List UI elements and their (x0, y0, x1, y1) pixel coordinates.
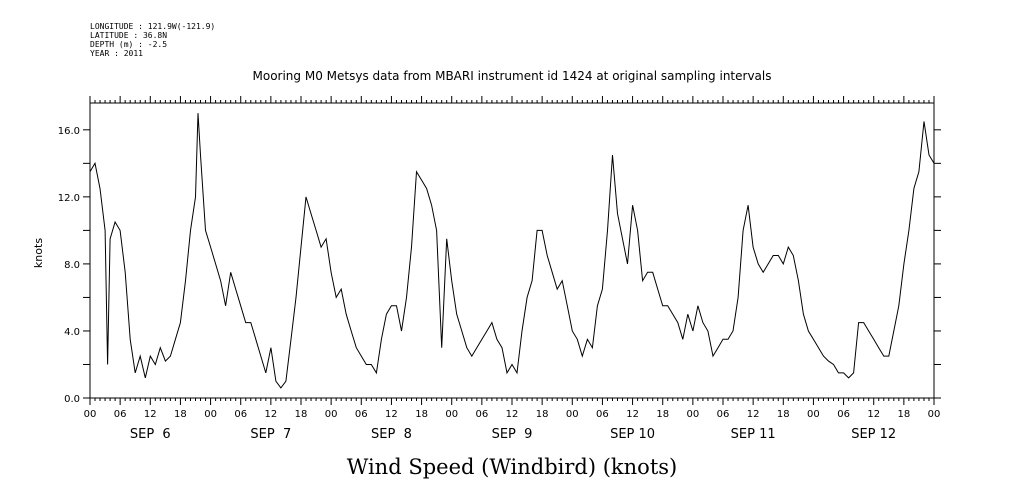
x-hour-tick-label: 12 (506, 409, 519, 420)
x-day-label: SEP 11 (731, 427, 776, 442)
x-hour-tick-label: 00 (325, 409, 338, 420)
axes-group: 00 06 12 18 00 06 12 18 00 06 12 18 00 06 12 18 00 06 12 18… (58, 96, 941, 442)
x-hour-tick-label: 00 (566, 409, 579, 420)
x-day-label: SEP 12 (851, 427, 896, 442)
x-hour-tick-label: 00 (686, 409, 699, 420)
plot-frame (89, 102, 935, 399)
x-hour-tick-label: 00 (445, 409, 458, 420)
latitude-text: LATITUDE : 36.8N (90, 31, 168, 40)
x-hour-tick-label: 06 (596, 409, 609, 420)
x-hour-tick-label: 18 (295, 409, 308, 420)
x-hour-tick-label: 12 (264, 409, 277, 420)
x-hour-tick-label: 18 (415, 409, 428, 420)
x-hour-tick-label: 06 (355, 409, 368, 420)
x-day-label: SEP 8 (371, 427, 412, 442)
year-text: YEAR : 2011 (90, 49, 143, 58)
x-hour-tick-label: 00 (928, 409, 941, 420)
longitude-text: LONGITUDE : 121.9W(-121.9) (90, 22, 216, 31)
x-hour-tick-label: 00 (807, 409, 820, 420)
x-day-label: SEP 6 (130, 427, 171, 442)
x-hour-tick-label: 12 (385, 409, 398, 420)
x-hour-tick-label: 06 (837, 409, 850, 420)
x-hour-tick-label: 06 (717, 409, 730, 420)
y-axis-label: knots (32, 238, 45, 268)
y-tick-label: 0.0 (64, 394, 80, 405)
x-day-label: SEP 9 (492, 427, 533, 442)
y-tick-label: 16.0 (58, 126, 80, 137)
wind-speed-series-line (89, 113, 935, 389)
x-hour-tick-label: 12 (626, 409, 639, 420)
x-hour-tick-label: 12 (144, 409, 157, 420)
x-hour-tick-label: 00 (84, 409, 97, 420)
y-tick-label: 12.0 (58, 193, 80, 204)
chart-title: Mooring M0 Metsys data from MBARI instru… (253, 69, 772, 83)
x-hour-tick-label: 12 (867, 409, 880, 420)
x-hour-tick-label: 18 (897, 409, 910, 420)
x-day-label: SEP 10 (610, 427, 655, 442)
x-hour-tick-label: 18 (174, 409, 187, 420)
x-hour-tick-label: 06 (475, 409, 488, 420)
x-axis-title: Wind Speed (Windbird) (knots) (347, 455, 677, 479)
x-hour-tick-label: 12 (747, 409, 760, 420)
depth-text: DEPTH (m) : -2.5 (90, 40, 168, 49)
x-hour-tick-label: 06 (114, 409, 127, 420)
metadata-block: LONGITUDE : 121.9W(-121.9) LATITUDE : 36… (90, 22, 215, 58)
x-hour-tick-label: 18 (777, 409, 790, 420)
x-day-label: SEP 7 (250, 427, 291, 442)
x-hour-tick-label: 06 (234, 409, 247, 420)
y-tick-label: 4.0 (64, 327, 80, 338)
y-tick-label: 8.0 (64, 260, 80, 271)
x-hour-tick-label: 00 (204, 409, 217, 420)
x-hour-tick-label: 18 (536, 409, 549, 420)
x-hour-tick-label: 18 (656, 409, 669, 420)
